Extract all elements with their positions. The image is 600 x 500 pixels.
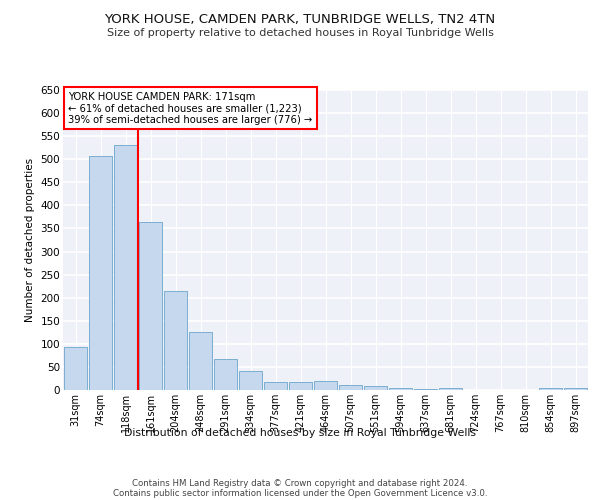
- Text: Contains public sector information licensed under the Open Government Licence v3: Contains public sector information licen…: [113, 488, 487, 498]
- Bar: [389, 388, 412, 390]
- Text: Size of property relative to detached houses in Royal Tunbridge Wells: Size of property relative to detached ho…: [107, 28, 493, 38]
- Bar: [289, 382, 312, 390]
- Bar: [64, 347, 87, 390]
- Bar: [564, 388, 587, 390]
- Bar: [214, 358, 237, 390]
- Bar: [239, 370, 262, 390]
- Bar: [339, 385, 362, 390]
- Bar: [89, 156, 112, 390]
- Bar: [189, 332, 212, 390]
- Bar: [414, 389, 437, 390]
- Bar: [539, 388, 562, 390]
- Text: Distribution of detached houses by size in Royal Tunbridge Wells: Distribution of detached houses by size …: [124, 428, 476, 438]
- Bar: [139, 222, 162, 390]
- Text: YORK HOUSE CAMDEN PARK: 171sqm
← 61% of detached houses are smaller (1,223)
39% : YORK HOUSE CAMDEN PARK: 171sqm ← 61% of …: [68, 92, 313, 124]
- Bar: [364, 386, 387, 390]
- Y-axis label: Number of detached properties: Number of detached properties: [25, 158, 35, 322]
- Text: Contains HM Land Registry data © Crown copyright and database right 2024.: Contains HM Land Registry data © Crown c…: [132, 478, 468, 488]
- Bar: [264, 382, 287, 390]
- Bar: [439, 388, 462, 390]
- Bar: [114, 146, 137, 390]
- Text: YORK HOUSE, CAMDEN PARK, TUNBRIDGE WELLS, TN2 4TN: YORK HOUSE, CAMDEN PARK, TUNBRIDGE WELLS…: [104, 12, 496, 26]
- Bar: [164, 291, 187, 390]
- Bar: [314, 381, 337, 390]
